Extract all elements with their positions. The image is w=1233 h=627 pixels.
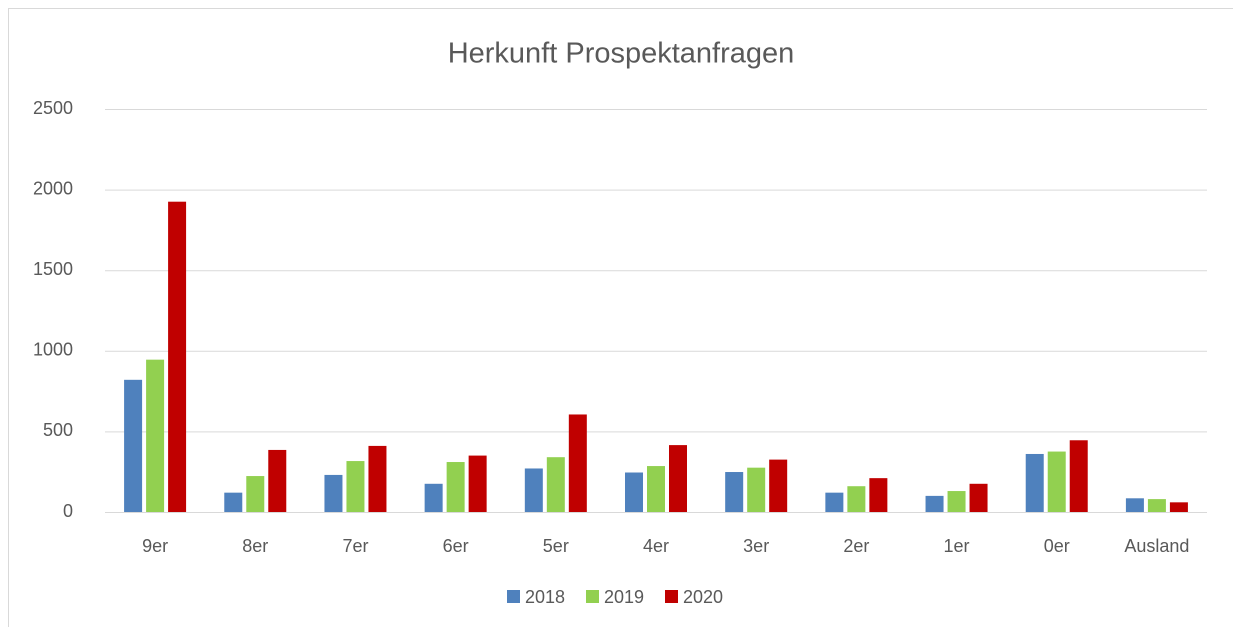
bar bbox=[947, 491, 966, 512]
y-tick-label: 0 bbox=[63, 501, 73, 521]
bar bbox=[146, 359, 165, 512]
x-tick-label: 0er bbox=[1044, 536, 1070, 556]
y-tick-label: 2000 bbox=[33, 178, 73, 198]
bar bbox=[568, 414, 587, 512]
bar bbox=[1025, 453, 1044, 512]
bar bbox=[324, 474, 343, 512]
bar bbox=[546, 457, 565, 512]
bar bbox=[346, 461, 365, 512]
bar bbox=[647, 466, 665, 512]
bar bbox=[168, 201, 187, 512]
chart-title: Herkunft Prospektanfragen bbox=[448, 38, 795, 70]
bar bbox=[669, 445, 687, 512]
bar bbox=[424, 483, 443, 512]
bar bbox=[1147, 499, 1166, 512]
bar bbox=[847, 486, 866, 512]
bar bbox=[268, 449, 287, 512]
x-tick-label: 8er bbox=[242, 536, 268, 556]
x-tick-label: 4er bbox=[643, 536, 669, 556]
y-tick-label: 2500 bbox=[33, 98, 73, 118]
x-tick-label: 6er bbox=[443, 536, 469, 556]
chart-frame bbox=[8, 8, 1233, 627]
bar bbox=[1125, 498, 1144, 512]
legend-label: 2019 bbox=[604, 587, 644, 607]
bar bbox=[969, 483, 988, 512]
x-tick-label: 2er bbox=[843, 536, 869, 556]
legend-swatch bbox=[665, 590, 678, 603]
bar bbox=[725, 472, 744, 512]
bar bbox=[368, 445, 387, 512]
bar bbox=[747, 467, 766, 512]
bar bbox=[825, 492, 844, 512]
x-tick-label: 3er bbox=[743, 536, 769, 556]
bar bbox=[869, 478, 888, 512]
bar bbox=[524, 468, 543, 512]
bar bbox=[1169, 502, 1188, 512]
legend-label: 2018 bbox=[525, 587, 565, 607]
x-tick-label: 9er bbox=[142, 536, 168, 556]
x-tick-label: 1er bbox=[944, 536, 970, 556]
bar bbox=[446, 462, 465, 512]
bar bbox=[1047, 451, 1066, 512]
bar bbox=[1069, 440, 1088, 512]
y-tick-label: 500 bbox=[43, 420, 73, 440]
legend-label: 2020 bbox=[683, 587, 723, 607]
x-tick-label: 7er bbox=[342, 536, 368, 556]
x-tick-label: 5er bbox=[543, 536, 569, 556]
bar bbox=[468, 455, 487, 512]
bar bbox=[246, 476, 265, 512]
x-tick-label: Ausland bbox=[1124, 536, 1189, 556]
legend-swatch bbox=[586, 590, 599, 603]
bar bbox=[769, 459, 788, 512]
legend-swatch bbox=[507, 590, 520, 603]
bar bbox=[625, 472, 643, 512]
bar bbox=[224, 492, 243, 512]
y-tick-label: 1000 bbox=[33, 340, 73, 360]
y-tick-label: 1500 bbox=[33, 259, 73, 279]
bar bbox=[124, 379, 143, 512]
bar bbox=[925, 495, 944, 512]
